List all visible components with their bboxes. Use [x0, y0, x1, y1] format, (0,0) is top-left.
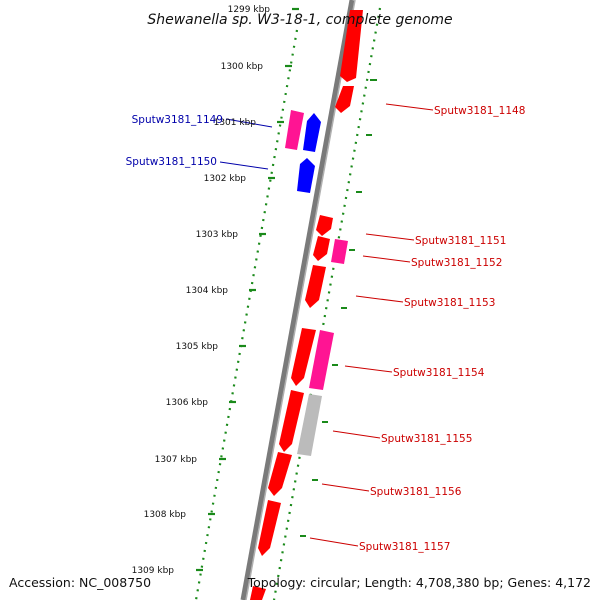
- scale-tick-label: 1307 kbp: [155, 455, 198, 465]
- gene-sputw3181-1157[interactable]: [258, 500, 281, 556]
- scale-tick-label: 1308 kbp: [144, 510, 187, 520]
- inner-scale-ring: [194, 29, 299, 600]
- map-title: Shewanella sp. W3-18-1, complete genome: [147, 12, 452, 28]
- topology-text: Topology: circular; Length: 4,708,380 bp…: [247, 575, 591, 590]
- genes-track: [250, 10, 363, 600]
- scale-tick-label: 1309 kbp: [132, 566, 175, 576]
- scale-tick-label: 1306 kbp: [166, 398, 209, 408]
- gene-sputw3181-1149b[interactable]: [303, 113, 321, 152]
- gene-label-sputw3181-1155[interactable]: Sputw3181_1155: [381, 433, 472, 445]
- gene-sputw3181-1155[interactable]: [297, 394, 322, 456]
- gene-label-sputw3181-1156[interactable]: Sputw3181_1156: [370, 486, 462, 498]
- gene-label-sputw3181-1152[interactable]: Sputw3181_1152: [411, 257, 502, 269]
- gene-label-sputw3181-1148[interactable]: Sputw3181_1148: [434, 105, 525, 117]
- gene-sputw3181-1154-part-a[interactable]: [291, 328, 316, 386]
- scale-tick-label: 1305 kbp: [176, 342, 219, 352]
- scale-tick-label: 1300 kbp: [221, 62, 264, 72]
- genome-backbone: [240, 0, 356, 600]
- scale-tick-label: 1303 kbp: [196, 230, 239, 240]
- gene-bottom-partial[interactable]: [250, 586, 266, 600]
- gene-leader-lines: [219, 103, 434, 547]
- gene-labels: Sputw3181_1148 Sputw3181_1149 Sputw3181_11…: [126, 105, 526, 553]
- accession-text: Accession: NC_008750: [9, 575, 151, 590]
- outer-scale-ring: [272, 7, 382, 600]
- gene-sputw3181-1149[interactable]: [285, 110, 304, 150]
- gene-sputw3181-1156[interactable]: [268, 452, 292, 496]
- gene-sputw3181-1155-part-a[interactable]: [279, 390, 304, 452]
- gene-sputw3181-1154[interactable]: [309, 330, 334, 390]
- gene-sputw3181-1148-part-a[interactable]: [340, 10, 363, 82]
- gene-sputw3181-1151[interactable]: [316, 215, 333, 236]
- gene-sputw3181-1151b[interactable]: [313, 236, 330, 261]
- scale-tick-label: 1299 kbp: [228, 5, 271, 15]
- gene-sputw3181-1152[interactable]: [331, 239, 348, 264]
- gene-label-sputw3181-1157[interactable]: Sputw3181_1157: [359, 541, 450, 553]
- gene-label-sputw3181-1154[interactable]: Sputw3181_1154: [393, 367, 485, 379]
- gene-label-sputw3181-1149[interactable]: Sputw3181_1149: [132, 114, 223, 126]
- gene-sputw3181-1153[interactable]: [305, 265, 326, 308]
- gene-sputw3181-1150[interactable]: [297, 158, 315, 193]
- gene-sputw3181-1148-part-b[interactable]: [335, 86, 354, 113]
- gene-label-sputw3181-1153[interactable]: Sputw3181_1153: [404, 297, 495, 309]
- gene-label-sputw3181-1151[interactable]: Sputw3181_1151: [415, 235, 506, 247]
- scale-tick-label: 1304 kbp: [186, 286, 229, 296]
- scale-tick-label: 1302 kbp: [204, 174, 247, 184]
- scale-tick-label: 1301 kbp: [214, 118, 257, 128]
- scale-ticks: 1299 kbp 1300 kbp 1301 kbp 1302 kbp 1303 kbp…: [132, 5, 299, 576]
- gene-label-sputw3181-1150[interactable]: Sputw3181_1150: [126, 156, 217, 168]
